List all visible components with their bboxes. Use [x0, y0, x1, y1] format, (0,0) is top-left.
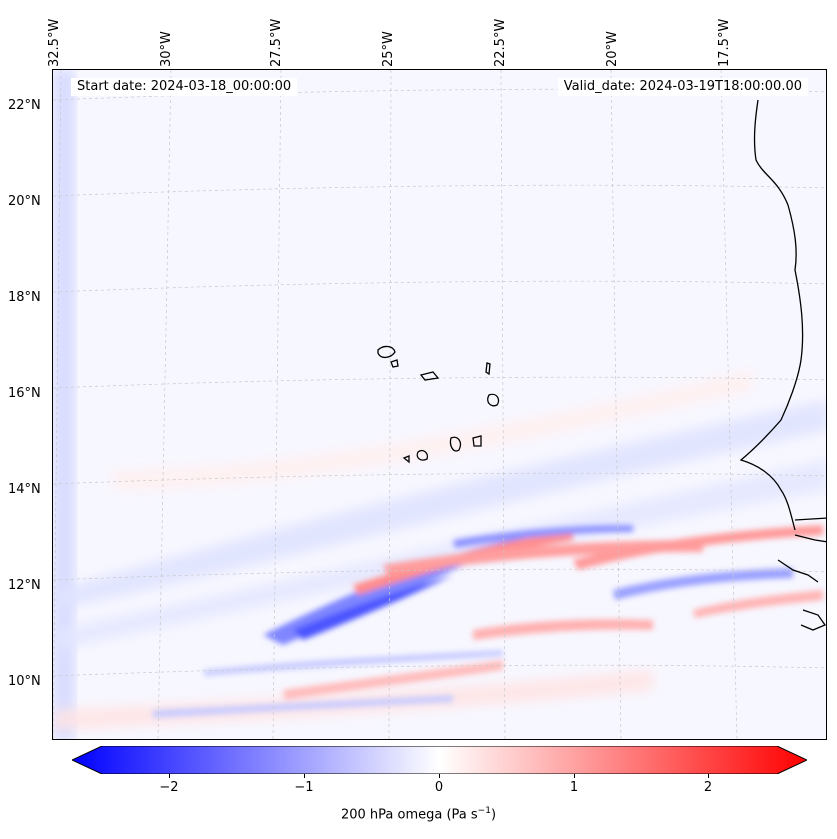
- lon-label-20w: 20°W: [605, 31, 620, 67]
- lon-label-27-5w: 27.5°W: [269, 18, 284, 67]
- colorbar-tickmark: [169, 774, 170, 778]
- lat-label-14n: 14°N: [8, 482, 41, 497]
- colorbar-tick-label: 0: [434, 780, 444, 795]
- coastline: [377, 99, 826, 631]
- colorbar-tick-label: 2: [703, 780, 713, 795]
- map-panel: Start date: 2024-03-18_00:00:00 Valid_da…: [52, 69, 827, 740]
- lon-label-22-5w: 22.5°W: [493, 18, 508, 67]
- omega-field: [53, 70, 826, 739]
- colorbar-tickmark: [304, 774, 305, 778]
- colorbar-label-end: ): [490, 807, 497, 823]
- colorbar: [72, 746, 807, 774]
- colorbar-label: 200 hPa omega (Pa s−1): [0, 806, 837, 822]
- colorbar-tickmark: [708, 774, 709, 778]
- lon-label-30w: 30°W: [159, 31, 174, 67]
- lat-label-22n: 22°N: [8, 98, 41, 113]
- lat-label-16n: 16°N: [8, 386, 41, 401]
- start-date-label: Start date: 2024-03-18_00:00:00: [71, 78, 298, 96]
- lon-label-32-5w: 32.5°W: [47, 18, 62, 67]
- colorbar-label-exponent: −1: [477, 806, 491, 816]
- lat-label-20n: 20°N: [8, 194, 41, 209]
- colorbar-tick-label: −1: [294, 780, 314, 795]
- colorbar-label-text: 200 hPa omega (Pa s: [340, 807, 478, 823]
- lon-label-17-5w: 17.5°W: [717, 18, 732, 67]
- colorbar-tick-label: −2: [159, 780, 179, 795]
- valid-date-label: Valid_date: 2024-03-19T18:00:00.00: [557, 78, 808, 96]
- colorbar-tick-label: 1: [569, 780, 579, 795]
- lat-label-10n: 10°N: [8, 674, 41, 689]
- colorbar-tickmark: [439, 774, 440, 778]
- lon-label-25w: 25°W: [381, 31, 396, 67]
- lat-label-12n: 12°N: [8, 578, 41, 593]
- lat-label-18n: 18°N: [8, 290, 41, 305]
- colorbar-tickmark: [574, 774, 575, 778]
